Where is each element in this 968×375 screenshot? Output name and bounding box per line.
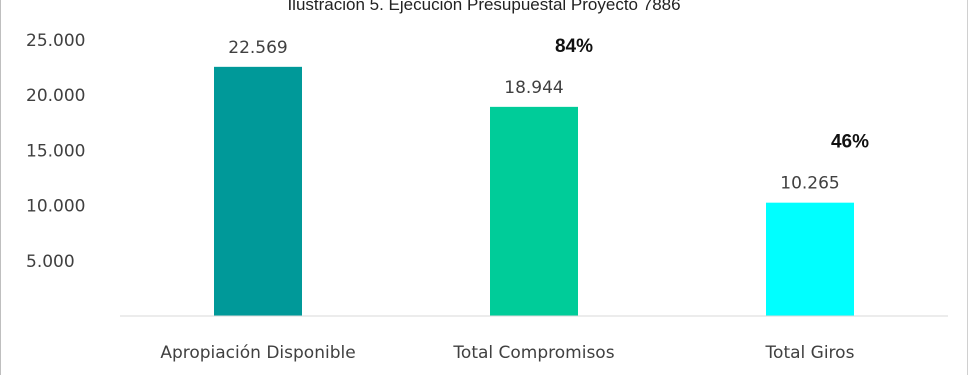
y-axis: 5.000 10.000 15.000 20.000 25.000 (26, 31, 85, 272)
chart-title: Ilustración 5. Ejecución Presupuestal Pr… (287, 0, 680, 14)
y-tick-label: 5.000 (26, 252, 75, 272)
x-tick-label: Apropiación Disponible (160, 343, 355, 363)
bar (490, 106, 578, 316)
percent-label: 46% (831, 132, 869, 153)
y-tick-label: 25.000 (26, 31, 85, 51)
bars-group (214, 66, 854, 316)
x-axis: Apropiación Disponible Total Compromisos T… (120, 315, 948, 363)
data-label: 18.944 (504, 78, 563, 98)
y-tick-label: 15.000 (26, 141, 85, 161)
y-tick-label: 20.000 (26, 86, 85, 106)
data-label: 22.569 (228, 38, 287, 58)
x-tick-label: Total Compromisos (452, 343, 614, 363)
bar (766, 202, 854, 316)
data-labels-group: 22.569 18.944 84% 10.265 46% (228, 36, 869, 194)
y-tick-label: 10.000 (26, 197, 85, 217)
bar (214, 66, 302, 316)
x-tick-label: Total Giros (765, 343, 855, 363)
data-label: 10.265 (780, 174, 839, 194)
percent-label: 84% (555, 36, 593, 57)
